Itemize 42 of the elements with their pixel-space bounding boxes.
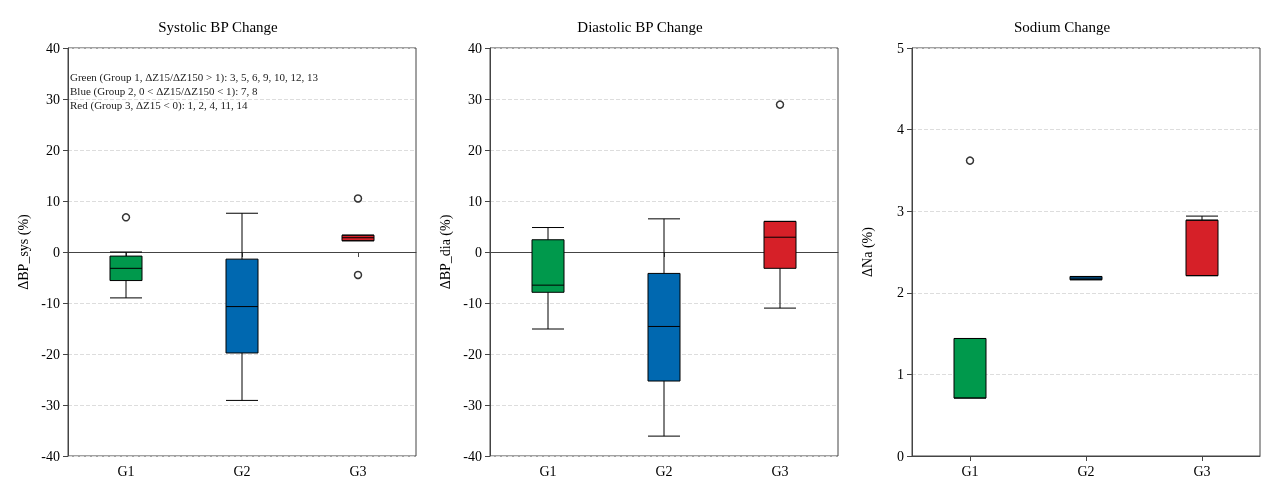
- y-axis-title: ΔNa (%): [859, 226, 876, 277]
- y-tick-label: -20: [463, 346, 482, 362]
- y-tick-label: -40: [41, 448, 60, 464]
- y-tick-label: 20: [468, 142, 482, 158]
- x-tick-label: G3: [349, 463, 367, 479]
- y-tick-label: -10: [41, 295, 60, 311]
- y-tick-label: -40: [463, 448, 482, 464]
- y-tick-label: -30: [41, 397, 60, 413]
- y-tick-label: 30: [468, 91, 482, 107]
- y-tick-label: -30: [463, 397, 482, 413]
- y-tick-label: 0: [53, 244, 60, 260]
- y-tick-label: -10: [463, 295, 482, 311]
- y-tick-label: 20: [46, 142, 60, 158]
- x-tick-label: G2: [233, 463, 251, 479]
- x-tick-label: G2: [1077, 463, 1095, 479]
- x-tick-label: G2: [655, 463, 673, 479]
- annotation: Blue (Group 2, 0 < ΔZ15/ΔZ150 < 1): 7, 8: [70, 85, 259, 98]
- chart-title: Systolic BP Change: [158, 18, 279, 35]
- y-tick-label: 10: [46, 193, 60, 209]
- y-tick-label: 40: [468, 40, 482, 56]
- x-tick-label: G3: [1193, 463, 1211, 479]
- annotation: Green (Group 1, ΔZ15/ΔZ150 > 1): 3, 5, 6, 9, 10, 12, 13: [70, 71, 319, 84]
- y-tick-label: 10: [468, 193, 482, 209]
- chart-title: Sodium Change: [1013, 18, 1111, 35]
- y-tick-label: 3: [897, 203, 904, 219]
- x-tick-label: G1: [539, 463, 557, 479]
- y-tick-label: -20: [41, 346, 60, 362]
- y-tick-label: 4: [897, 122, 904, 138]
- x-tick-label: G3: [771, 463, 789, 479]
- y-tick-label: 0: [897, 448, 904, 464]
- annotation: Red (Group 3, ΔZ15 < 0): 1, 2, 4, 11, 14: [70, 99, 249, 112]
- y-tick-label: 0: [475, 244, 482, 260]
- y-axis-title: ΔBP_sys (%): [15, 213, 32, 290]
- y-tick-label: 5: [897, 40, 904, 56]
- chart-title: Diastolic BP Change: [577, 18, 703, 35]
- y-tick-label: 2: [897, 285, 904, 301]
- y-tick-label: 40: [46, 40, 60, 56]
- x-tick-label: G1: [961, 463, 979, 479]
- y-tick-label: 1: [897, 366, 904, 382]
- x-tick-label: G1: [117, 463, 135, 479]
- y-tick-label: 30: [46, 91, 60, 107]
- y-axis-title: ΔBP_dia (%): [437, 214, 454, 290]
